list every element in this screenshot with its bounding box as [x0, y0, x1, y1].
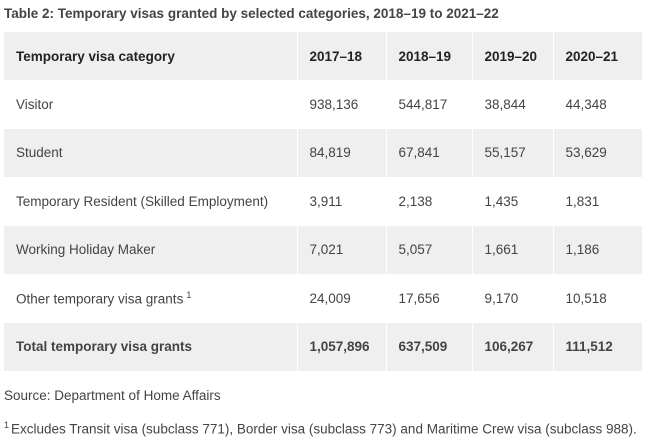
visa-grants-table: Temporary visa category 2017–18 2018–19 … [4, 32, 642, 371]
table-row: Student 84,819 67,841 55,157 53,629 [4, 128, 642, 177]
footnote-text: Excludes Transit visa (subclass 771), Bo… [11, 421, 637, 437]
total-value: 637,509 [385, 322, 472, 371]
row-value: 544,817 [385, 80, 472, 129]
total-value: 106,267 [471, 322, 553, 371]
row-value: 84,819 [296, 128, 386, 177]
row-value: 1,831 [552, 177, 642, 226]
row-category: Other temporary visa grants 1 [4, 274, 297, 323]
row-value: 938,136 [296, 80, 386, 129]
row-value: 38,844 [471, 80, 553, 129]
header-row: Temporary visa category 2017–18 2018–19 … [4, 32, 642, 80]
row-category: Temporary Resident (Skilled Employment) [4, 177, 297, 226]
row-value: 9,170 [471, 274, 553, 323]
row-value: 1,661 [471, 225, 553, 274]
footnote-marker: 1 [186, 290, 192, 300]
row-value: 67,841 [385, 128, 472, 177]
table-row: Visitor 938,136 544,817 38,844 44,348 [4, 80, 642, 129]
row-category-label: Other temporary visa grants [16, 291, 184, 307]
row-value: 1,186 [552, 225, 642, 274]
row-value: 53,629 [552, 128, 642, 177]
table-row: Working Holiday Maker 7,021 5,057 1,661 … [4, 225, 642, 274]
row-value: 10,518 [552, 274, 642, 323]
row-category: Visitor [4, 80, 297, 129]
footnote-mark: 1 [4, 420, 10, 430]
row-category: Working Holiday Maker [4, 225, 297, 274]
source-note: Source: Department of Home Affairs [4, 388, 221, 403]
total-value: 111,512 [552, 322, 642, 371]
header-year: 2018–19 [385, 32, 472, 80]
total-row: Total temporary visa grants 1,057,896 63… [4, 322, 642, 371]
row-value: 1,435 [471, 177, 553, 226]
header-year: 2020–21 [552, 32, 642, 80]
table-caption: Table 2: Temporary visas granted by sele… [4, 6, 499, 21]
row-value: 3,911 [296, 177, 386, 226]
row-value: 24,009 [296, 274, 386, 323]
total-value: 1,057,896 [296, 322, 386, 371]
header-category: Temporary visa category [4, 32, 297, 80]
table-row: Other temporary visa grants 1 24,009 17,6… [4, 274, 642, 323]
row-value: 44,348 [552, 80, 642, 129]
footnote: 1 Excludes Transit visa (subclass 771), B… [4, 420, 637, 437]
row-value: 5,057 [385, 225, 472, 274]
header-year: 2019–20 [471, 32, 553, 80]
row-value: 2,138 [385, 177, 472, 226]
row-value: 17,656 [385, 274, 472, 323]
total-label: Total temporary visa grants [4, 322, 297, 371]
row-category: Student [4, 128, 297, 177]
row-value: 7,021 [296, 225, 386, 274]
row-value: 55,157 [471, 128, 553, 177]
header-year: 2017–18 [296, 32, 386, 80]
table-row: Temporary Resident (Skilled Employment) … [4, 177, 642, 226]
